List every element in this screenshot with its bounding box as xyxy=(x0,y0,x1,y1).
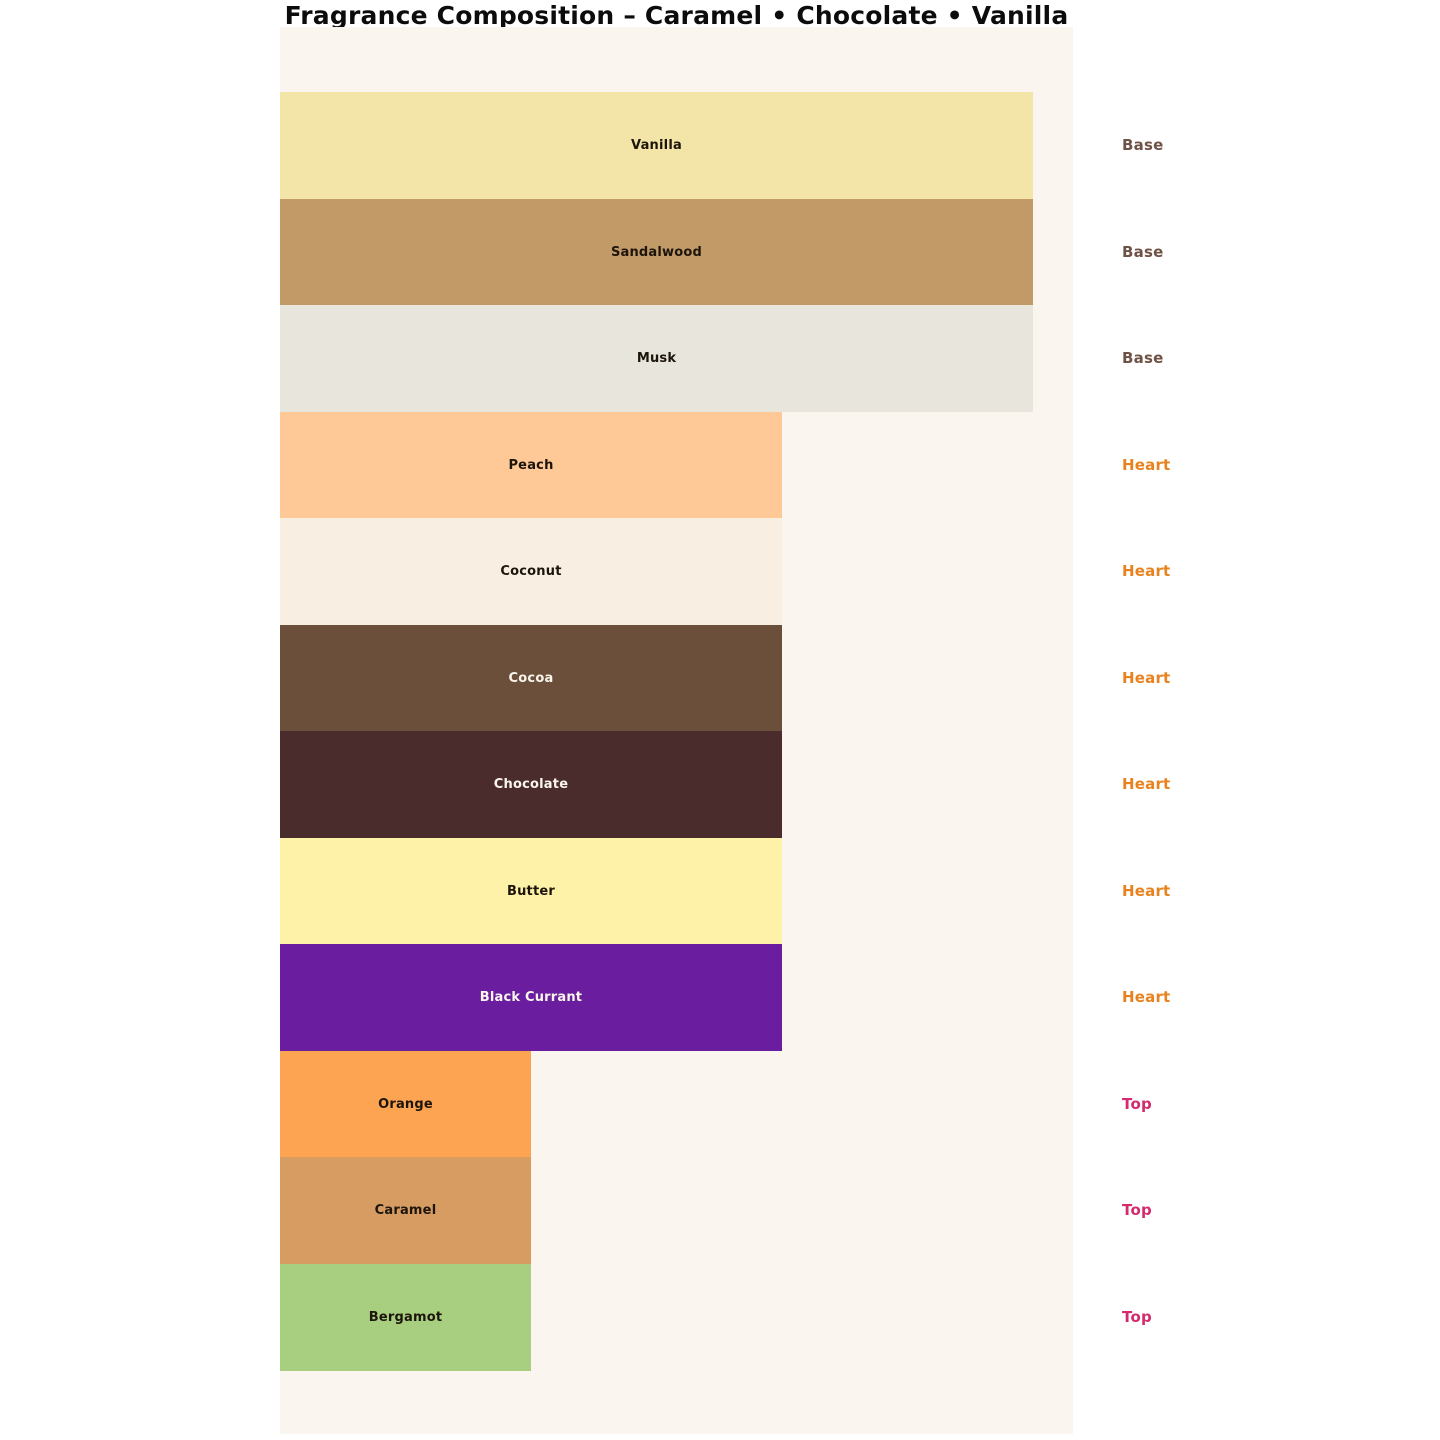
bar-label-coconut: Coconut xyxy=(500,564,562,579)
bar-label-musk: Musk xyxy=(636,351,677,366)
bar-label-caramel: Caramel xyxy=(374,1203,437,1218)
bar-coconut: Coconut xyxy=(280,518,782,625)
bar-bergamot: Bergamot xyxy=(280,1264,531,1371)
category-label-top-orange: Top xyxy=(1122,1094,1152,1113)
category-label-heart-peach: Heart xyxy=(1122,455,1171,474)
category-label-base-sandalwood: Base xyxy=(1122,242,1164,261)
bar-label-orange: Orange xyxy=(378,1097,433,1112)
category-label-heart-coconut: Heart xyxy=(1122,562,1171,581)
category-label-top-bergamot: Top xyxy=(1122,1307,1152,1326)
page-title: Fragrance Composition – Caramel • Chocol… xyxy=(284,1,1069,30)
category-label-base-musk: Base xyxy=(1122,349,1164,368)
bar-black-currant: Black Currant xyxy=(280,944,782,1051)
bar-peach: Peach xyxy=(280,412,782,519)
bar-label-bergamot: Bergamot xyxy=(368,1310,443,1325)
bar-label-cocoa: Cocoa xyxy=(508,671,554,686)
category-label-heart-chocolate: Heart xyxy=(1122,775,1171,794)
bar-label-sandalwood: Sandalwood xyxy=(610,245,703,260)
bar-label-chocolate: Chocolate xyxy=(493,777,569,792)
bar-vanilla: Vanilla xyxy=(280,92,1033,199)
bar-cocoa: Cocoa xyxy=(280,625,782,732)
bar-sandalwood: Sandalwood xyxy=(280,199,1033,306)
category-label-top-caramel: Top xyxy=(1122,1201,1152,1220)
category-label-base-vanilla: Base xyxy=(1122,136,1164,155)
bar-label-black-currant: Black Currant xyxy=(479,990,583,1005)
category-label-heart-butter: Heart xyxy=(1122,881,1171,900)
category-label-heart-black-currant: Heart xyxy=(1122,988,1171,1007)
bar-label-butter: Butter xyxy=(506,884,556,899)
bar-label-peach: Peach xyxy=(508,458,554,473)
bar-caramel: Caramel xyxy=(280,1157,531,1264)
bar-orange: Orange xyxy=(280,1051,531,1158)
category-label-heart-cocoa: Heart xyxy=(1122,668,1171,687)
bar-label-vanilla: Vanilla xyxy=(631,138,682,153)
bar-chocolate: Chocolate xyxy=(280,731,782,838)
bar-butter: Butter xyxy=(280,838,782,945)
bar-musk: Musk xyxy=(280,305,1033,412)
